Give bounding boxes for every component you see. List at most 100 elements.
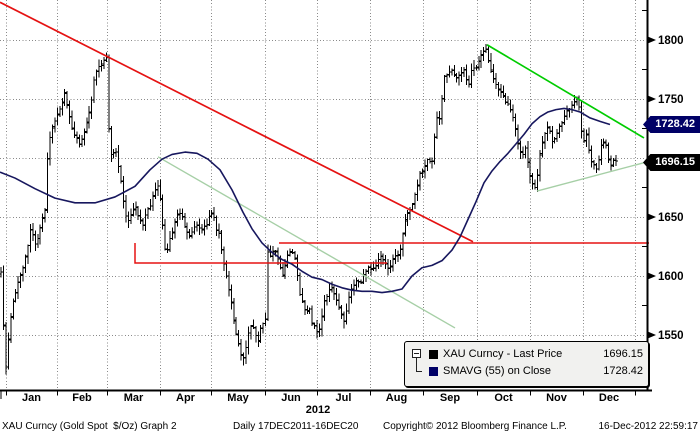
- sep-dec-downtrend-line: [486, 43, 645, 139]
- price-bar: [596, 155, 601, 171]
- price-bar: [256, 331, 261, 348]
- price-bar: [537, 150, 543, 182]
- price-bar: [170, 227, 175, 240]
- x-axis-month-label: Dec: [598, 392, 620, 404]
- price-bar: [229, 284, 234, 310]
- price-bar: [594, 163, 599, 174]
- price-bar: [344, 303, 349, 325]
- price-bar: [542, 131, 548, 149]
- price-bar: [341, 311, 347, 329]
- price-bar: [234, 317, 239, 336]
- price-bar: [481, 47, 486, 62]
- price-bar: [464, 64, 469, 86]
- price-bar: [1, 265, 6, 331]
- smavg-series: [0, 107, 611, 294]
- price-bar: [569, 100, 575, 114]
- price-bar: [30, 223, 36, 241]
- price-bar: [501, 85, 506, 98]
- price-bar: [11, 298, 16, 320]
- y-axis-tick-label: 1550: [658, 330, 684, 342]
- price-bar: [368, 261, 374, 276]
- price-bar: [466, 75, 472, 88]
- price-bar: [327, 282, 332, 303]
- price-bar: [356, 279, 361, 288]
- price-bar: [20, 265, 26, 282]
- price-bar: [373, 259, 379, 272]
- price-bar: [390, 254, 396, 272]
- price-bar: [532, 179, 538, 190]
- price-bar: [324, 294, 330, 306]
- price-bar: [207, 209, 212, 227]
- price-bar: [42, 208, 48, 223]
- price-bar: [400, 232, 405, 257]
- price-bar: [55, 107, 60, 125]
- price-bar: [113, 147, 119, 157]
- price-bar: [510, 104, 516, 122]
- price-bar: [101, 56, 107, 69]
- legend-box[interactable]: XAU Curncy - Last Price 1696.15 SMAVG (5…: [404, 341, 649, 387]
- price-bar: [150, 191, 156, 211]
- price-bar: [145, 206, 151, 219]
- price-bar: [498, 83, 503, 99]
- price-bar: [40, 213, 45, 232]
- price-bar: [586, 127, 592, 154]
- price-chart-plot[interactable]: 1800 1750 1650 1600 1550: [0, 0, 700, 410]
- price-bar: [550, 126, 555, 149]
- price-bar: [238, 339, 244, 361]
- price-bar: [69, 110, 75, 131]
- price-bar: [346, 291, 352, 314]
- price-bar: [283, 258, 288, 280]
- price-bar: [260, 322, 266, 334]
- price-bar: [52, 117, 58, 133]
- price-bar: [358, 279, 364, 285]
- price-bar: [591, 160, 597, 170]
- price-bar: [47, 131, 53, 166]
- price-bar: [601, 138, 606, 149]
- price-bar: [8, 312, 13, 344]
- price-bar: [197, 218, 202, 236]
- legend-row-last-price[interactable]: XAU Curncy - Last Price 1696.15: [429, 346, 643, 362]
- price-bar: [422, 159, 428, 179]
- price-bar: [608, 155, 614, 171]
- price-bar: [177, 208, 183, 220]
- price-bar: [515, 124, 521, 150]
- x-axis-month-label: Jul: [335, 392, 352, 404]
- price-bar: [35, 233, 40, 249]
- price-bar: [322, 295, 327, 321]
- price-bar: [405, 209, 410, 227]
- price-bar: [199, 224, 205, 234]
- price-bar: [599, 139, 604, 165]
- price-bar: [192, 221, 197, 235]
- price-bar: [552, 136, 557, 144]
- price-bar: [182, 212, 187, 229]
- price-bar: [334, 287, 339, 306]
- gridlines: [0, 0, 647, 390]
- price-bar: [332, 285, 337, 301]
- footer-chart-title: XAU Curncy (Gold Spot $/Oz) Graph 2: [2, 421, 177, 432]
- x-axis-month-label: Sep: [439, 392, 461, 404]
- price-bar: [613, 154, 619, 167]
- price-bar: [131, 203, 136, 217]
- legend-row-smavg[interactable]: SMAVG (55) on Close 1728.42: [429, 363, 643, 379]
- y-axis-tick-arrow-icon: [648, 36, 656, 44]
- price-bar: [23, 254, 28, 273]
- price-bar: [185, 222, 190, 240]
- price-bar: [496, 82, 501, 97]
- price-bar: [118, 164, 124, 184]
- x-axis-year-label: 2012: [305, 404, 331, 416]
- price-bar: [432, 133, 437, 165]
- price-bar: [253, 326, 258, 343]
- price-bar: [420, 168, 425, 178]
- y-axis-tick-label: 1650: [658, 212, 684, 224]
- legend-tree-foot: [416, 371, 422, 372]
- price-bar: [393, 249, 398, 265]
- price-bar: [226, 271, 232, 297]
- price-bar: [231, 297, 236, 325]
- price-bar: [503, 92, 508, 105]
- price-bar: [67, 100, 72, 124]
- axes: [0, 0, 652, 399]
- price-bar: [528, 157, 533, 184]
- x-axis-month-label: Nov: [546, 392, 567, 404]
- price-bar: [309, 305, 315, 327]
